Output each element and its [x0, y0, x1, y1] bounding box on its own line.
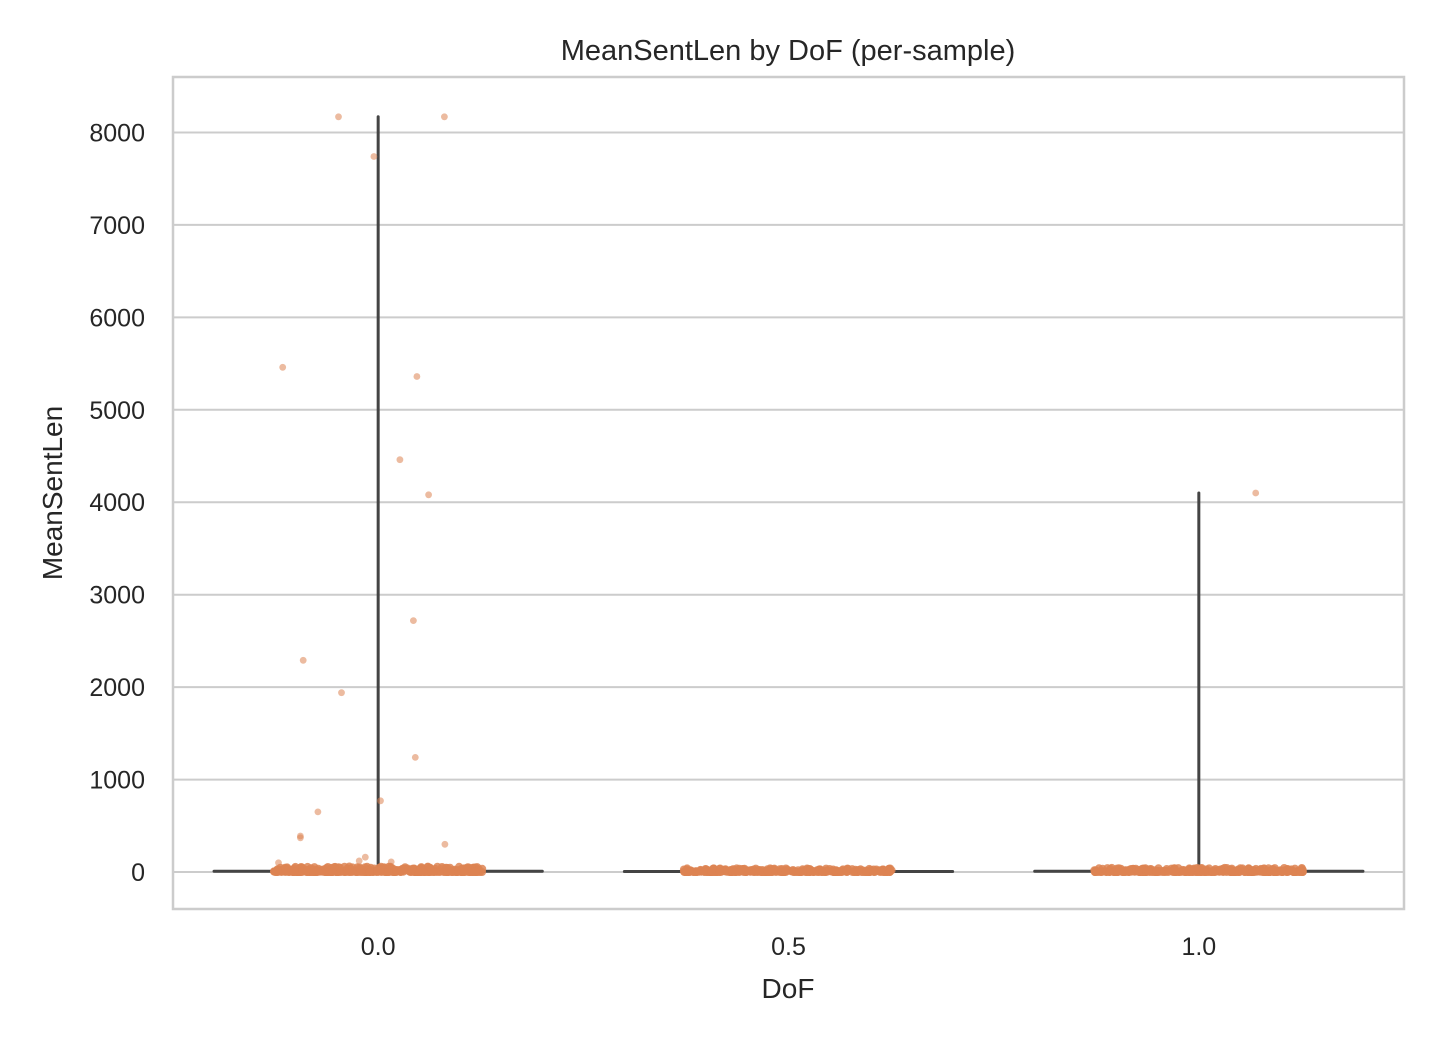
strip-point: [397, 865, 406, 874]
x-tick-label: 1.0: [1181, 933, 1216, 961]
strip-point: [1255, 865, 1263, 874]
strip-point: [1279, 866, 1288, 875]
strip-point: [1152, 868, 1161, 876]
strip-point: [376, 865, 385, 874]
y-tick-label: 7000: [89, 212, 145, 240]
outlier-point: [338, 689, 345, 697]
outlier-points: [275, 113, 1260, 867]
outlier-point: [1252, 489, 1260, 497]
strip-point: [1098, 864, 1107, 873]
y-gridlines: [173, 131, 1404, 874]
strip-point: [1208, 867, 1217, 876]
strip-point: [416, 864, 425, 873]
outlier-point: [396, 456, 404, 464]
y-tick-label: 6000: [89, 304, 145, 332]
strip-point: [290, 864, 299, 873]
strip-point: [446, 867, 455, 876]
strip-point: [818, 868, 827, 876]
strip-point: [806, 868, 815, 876]
y-tick-label: 2000: [89, 674, 145, 702]
strip-point: [355, 863, 364, 872]
y-tick-label: 5000: [89, 397, 145, 425]
strip-point: [831, 866, 839, 875]
strip-point: [302, 867, 311, 876]
strip-point: [1186, 865, 1195, 874]
strip-point: [459, 864, 468, 873]
y-tick-label: 0: [131, 859, 145, 887]
y-axis-label: MeanSentLen: [37, 406, 68, 580]
strip-point: [281, 866, 290, 875]
strip-point: [308, 866, 317, 875]
strip-point: [438, 863, 446, 871]
box-whiskers: [212, 115, 1365, 874]
strip-point: [781, 867, 790, 876]
strip-point: [842, 866, 851, 875]
strip-point: [335, 863, 344, 872]
strip-point: [470, 867, 479, 876]
outlier-point: [387, 858, 395, 866]
strip-point: [1164, 868, 1173, 876]
outlier-point: [441, 840, 449, 848]
strip-point: [885, 868, 894, 876]
strip-point: [692, 868, 701, 876]
strip-point: [1170, 867, 1179, 876]
y-tick-label: 1000: [89, 767, 145, 795]
strip-point: [736, 866, 745, 875]
strip-point: [752, 866, 761, 875]
x-tick-labels: 0.0 0.5 1.0: [361, 933, 1216, 961]
y-tick-label: 4000: [89, 489, 145, 517]
strip-point: [869, 867, 878, 876]
outlier-point: [355, 857, 363, 865]
strip-point: [1092, 867, 1101, 876]
strip-point: [1193, 864, 1202, 872]
strip-point: [715, 867, 724, 876]
y-tick-labels: 0 1000 2000 3000 4000 5000 6000 7000 8000: [89, 119, 145, 887]
outlier-point: [425, 491, 432, 499]
strip-point: [763, 867, 772, 876]
outlier-point: [361, 853, 369, 861]
y-tick-label: 3000: [89, 582, 145, 610]
x-tick-label: 0.5: [771, 933, 806, 961]
strip-point: [1249, 867, 1257, 876]
outlier-point: [411, 754, 419, 761]
outlier-point: [441, 113, 448, 121]
strip-point: [1113, 868, 1122, 876]
strip-point: [849, 867, 858, 876]
outlier-point: [279, 363, 287, 371]
outlier-point: [410, 617, 417, 624]
x-axis-label: DoF: [762, 973, 815, 1004]
strip-point: [709, 864, 717, 873]
strip-point: [794, 868, 803, 876]
outlier-point: [370, 153, 378, 160]
strip-point: [1224, 865, 1233, 874]
strip-point: [1297, 868, 1306, 876]
plot-frame: [171, 75, 1406, 911]
chart-title: MeanSentLen by DoF (per-sample): [561, 35, 1016, 67]
strip-points: [270, 862, 1307, 876]
y-tick-label: 8000: [89, 119, 145, 147]
outlier-point: [297, 834, 304, 842]
strip-point: [681, 868, 690, 876]
outlier-point: [299, 656, 307, 664]
outlier-point: [275, 859, 282, 867]
strip-point: [1179, 866, 1188, 875]
strip-point: [1241, 868, 1249, 876]
strip-point: [1144, 867, 1153, 876]
strip-point: [1288, 867, 1297, 876]
strip-point: [862, 867, 871, 876]
strip-point: [272, 868, 281, 876]
strip-point: [1135, 866, 1143, 875]
strip-point: [384, 868, 393, 876]
strip-point: [427, 868, 436, 876]
outlier-point: [314, 808, 322, 816]
outlier-point: [413, 373, 421, 380]
x-tick-label: 0.0: [361, 933, 396, 961]
outlier-point: [335, 113, 342, 121]
strip-point: [1120, 868, 1129, 876]
strip-point: [348, 863, 357, 872]
strip-point: [365, 868, 374, 876]
outlier-point: [377, 797, 384, 805]
strip-point: [408, 864, 417, 873]
